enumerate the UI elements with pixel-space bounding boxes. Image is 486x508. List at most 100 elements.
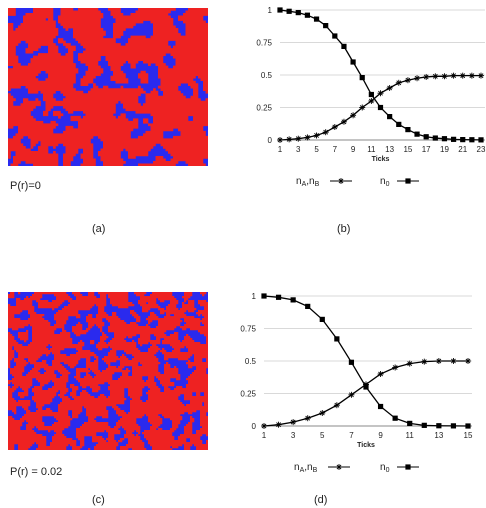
data-point-square: [414, 131, 420, 137]
x-tick-label: 5: [314, 145, 319, 154]
y-tick-label: 0.5: [261, 71, 273, 80]
data-point-square: [363, 384, 369, 390]
data-point-square: [450, 423, 457, 429]
legend-label: nA,nB: [296, 176, 320, 188]
x-tick-label: 13: [434, 431, 443, 440]
y-tick-label: 0.75: [240, 325, 256, 334]
panel-label-a: (a): [92, 223, 106, 235]
series-square: [277, 7, 484, 143]
data-point-square: [277, 7, 283, 13]
red-domain-cells: [8, 8, 208, 166]
data-point-star: [333, 402, 340, 409]
data-point-star: [435, 358, 442, 364]
chart-d: 0 0.25 0.5 0.75 1 1 3 5 7 9 11 13 15 Ticks nA,nB n0: [240, 288, 484, 480]
panel-label-c: (c): [92, 494, 105, 506]
data-point-square: [286, 8, 292, 14]
data-point-square: [334, 336, 340, 342]
data-point-star: [423, 73, 430, 80]
x-tick-label: 7: [349, 431, 354, 440]
data-point-star: [450, 72, 457, 79]
data-point-square: [423, 134, 429, 140]
chart-b: 0 0.25 0.5 0.75 1 1 3 5 7 9 11 13 15 17 19 21 23 Ticks nA,…: [244, 4, 486, 194]
data-point-star: [450, 358, 457, 364]
x-tick-label: 15: [464, 431, 473, 440]
data-point-star: [290, 419, 297, 426]
data-point-square: [261, 293, 267, 299]
legend-entry-star: nA,nB: [294, 462, 350, 474]
caption-c: P(r) = 0.02: [10, 466, 63, 478]
y-tick-label: 1: [252, 292, 257, 301]
data-point-square: [341, 43, 347, 49]
data-point-star: [322, 129, 329, 136]
data-point-square: [478, 137, 484, 143]
data-point-star: [331, 124, 338, 130]
data-point-square: [460, 137, 466, 143]
data-point-square: [377, 403, 384, 410]
legend-marker: [336, 464, 342, 470]
x-tick-label: 17: [422, 145, 431, 154]
data-point-square: [432, 135, 438, 141]
series-square: [261, 293, 471, 429]
legend-marker: [338, 178, 344, 184]
x-axis-label: Ticks: [372, 156, 390, 163]
series-star: [261, 358, 471, 429]
data-point-star: [319, 410, 326, 416]
caption-a: P(r)=0: [10, 180, 41, 192]
data-point-square: [295, 10, 301, 16]
data-point-square: [377, 104, 384, 111]
data-point-star: [465, 358, 471, 364]
y-tick-label: 0.25: [240, 390, 256, 399]
y-tick-label: 0.25: [256, 104, 272, 113]
x-tick-label: 5: [320, 431, 325, 440]
x-tick-label: 7: [333, 145, 338, 154]
data-point-square: [305, 303, 311, 309]
data-point-square: [469, 137, 475, 143]
x-tick-label: 3: [291, 431, 296, 440]
lattice-image-a: [8, 8, 208, 166]
data-point-star: [406, 360, 413, 367]
x-tick-label: 9: [378, 431, 383, 440]
y-tick-label: 0: [268, 136, 273, 145]
x-tick-label: 13: [385, 145, 394, 154]
x-axis-label: Ticks: [357, 442, 375, 449]
panel-label-d: (d): [314, 494, 328, 506]
data-point-star: [459, 72, 466, 79]
data-point-star: [261, 423, 267, 429]
data-point-square: [332, 33, 338, 39]
data-point-star: [277, 137, 283, 143]
lattice-image-c: [8, 292, 208, 450]
data-point-square: [450, 136, 457, 142]
y-tick-label: 0.75: [256, 39, 272, 48]
data-point-square: [313, 16, 320, 22]
data-point-star: [348, 391, 355, 398]
data-point-star: [386, 85, 393, 91]
data-point-star: [359, 104, 366, 111]
data-point-square: [350, 59, 356, 65]
data-point-star: [468, 72, 475, 79]
lattice-red-domains: [8, 292, 208, 450]
data-point-square: [421, 422, 427, 428]
data-point-star: [441, 73, 448, 80]
legend-marker: [405, 464, 411, 470]
data-point-star: [377, 90, 384, 97]
legend-label: nA,nB: [294, 462, 318, 474]
data-point-square: [405, 127, 411, 133]
data-point-star: [350, 112, 357, 119]
x-tick-label: 3: [296, 145, 301, 154]
data-point-star: [377, 371, 384, 377]
y-tick-label: 0.5: [245, 357, 257, 366]
x-tick-label: 1: [278, 145, 283, 154]
data-point-star: [304, 134, 311, 141]
x-tick-label: 21: [458, 145, 467, 154]
data-point-square: [387, 114, 393, 120]
data-point-star: [304, 415, 311, 422]
data-point-star: [368, 98, 375, 104]
panel-label-b: (b): [337, 223, 351, 235]
data-point-square: [323, 23, 329, 29]
series-star: [277, 72, 484, 143]
data-point-star: [478, 72, 484, 79]
data-point-square: [359, 75, 365, 81]
y-tick-label: 0: [252, 422, 257, 431]
data-point-star: [275, 421, 282, 428]
data-point-star: [414, 75, 421, 82]
